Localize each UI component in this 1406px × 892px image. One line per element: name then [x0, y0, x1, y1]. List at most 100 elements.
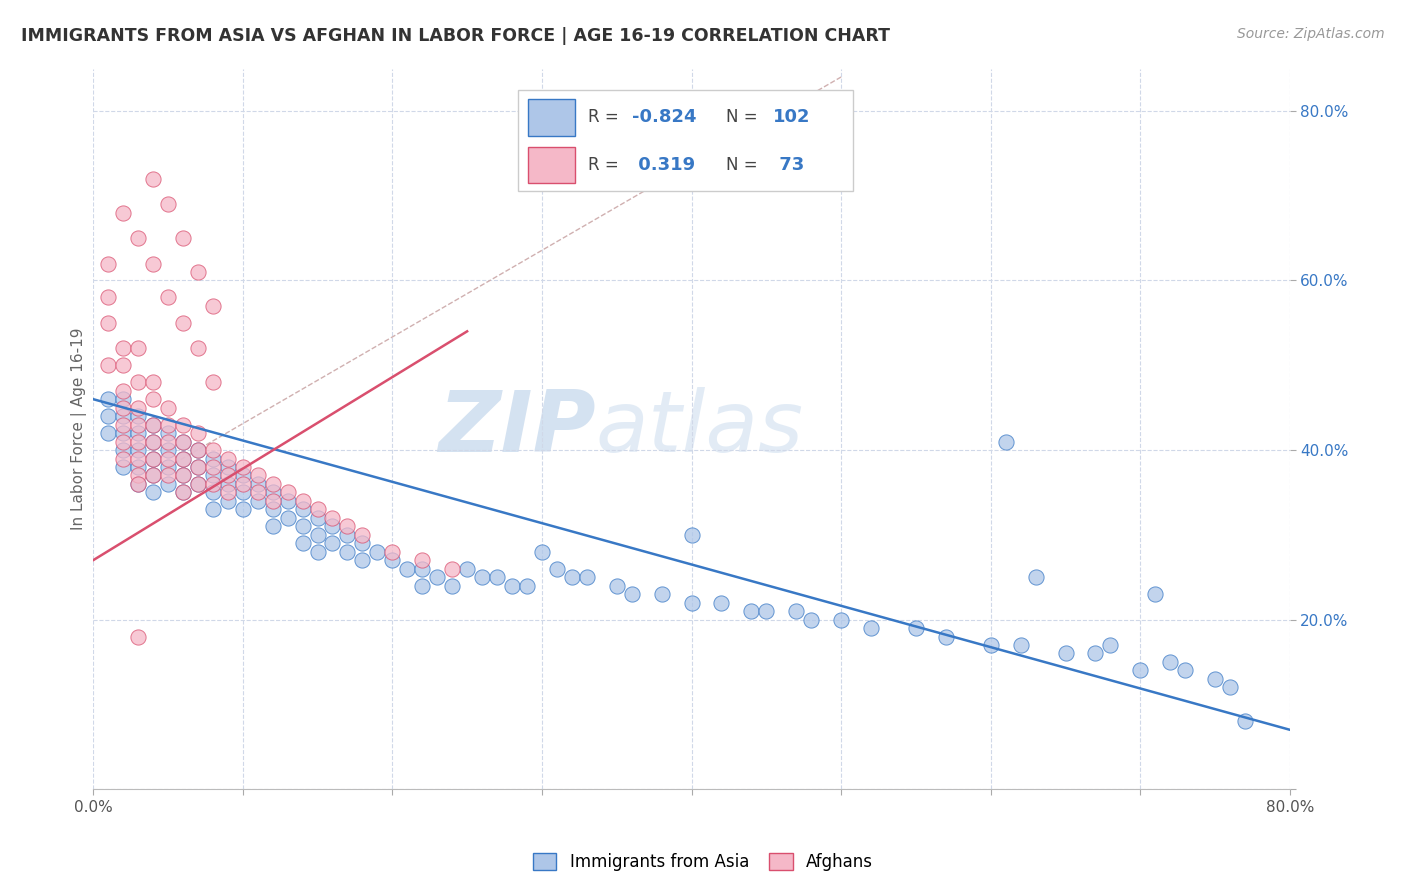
- Point: [97, 256, 120, 270]
- Point: [352, 553, 374, 567]
- Point: [426, 570, 449, 584]
- Point: [575, 570, 598, 584]
- Point: [142, 417, 165, 432]
- Point: [441, 579, 464, 593]
- Point: [172, 316, 194, 330]
- Point: [127, 409, 149, 423]
- Point: [1204, 672, 1226, 686]
- Point: [97, 290, 120, 304]
- Point: [127, 417, 149, 432]
- Point: [142, 468, 165, 483]
- Point: [307, 511, 329, 525]
- Point: [112, 409, 135, 423]
- Point: [291, 494, 314, 508]
- Point: [291, 502, 314, 516]
- Point: [352, 536, 374, 550]
- Point: [156, 477, 179, 491]
- Point: [127, 468, 149, 483]
- Point: [201, 468, 224, 483]
- Point: [530, 545, 553, 559]
- Point: [187, 443, 209, 458]
- Point: [112, 434, 135, 449]
- Point: [755, 604, 778, 618]
- Point: [127, 231, 149, 245]
- Point: [142, 434, 165, 449]
- Point: [172, 434, 194, 449]
- Point: [321, 511, 343, 525]
- Point: [277, 485, 299, 500]
- Point: [172, 485, 194, 500]
- Point: [1219, 681, 1241, 695]
- Point: [172, 451, 194, 466]
- Point: [217, 485, 239, 500]
- Point: [112, 205, 135, 219]
- Point: [1129, 664, 1152, 678]
- Point: [785, 604, 807, 618]
- Point: [651, 587, 673, 601]
- Point: [411, 562, 433, 576]
- Point: [172, 468, 194, 483]
- Point: [606, 579, 628, 593]
- Point: [1025, 570, 1047, 584]
- Point: [546, 562, 568, 576]
- Point: [187, 477, 209, 491]
- Point: [516, 579, 538, 593]
- Point: [277, 511, 299, 525]
- Point: [262, 494, 284, 508]
- Point: [994, 434, 1017, 449]
- Point: [262, 485, 284, 500]
- Point: [97, 358, 120, 372]
- Point: [156, 197, 179, 211]
- Point: [142, 485, 165, 500]
- Point: [232, 485, 254, 500]
- Point: [262, 519, 284, 533]
- Point: [187, 443, 209, 458]
- Point: [501, 579, 523, 593]
- Point: [156, 401, 179, 415]
- Point: [112, 384, 135, 398]
- Text: IMMIGRANTS FROM ASIA VS AFGHAN IN LABOR FORCE | AGE 16-19 CORRELATION CHART: IMMIGRANTS FROM ASIA VS AFGHAN IN LABOR …: [21, 27, 890, 45]
- Point: [172, 485, 194, 500]
- Point: [127, 426, 149, 441]
- Point: [97, 392, 120, 406]
- Point: [291, 519, 314, 533]
- Point: [486, 570, 509, 584]
- Point: [232, 477, 254, 491]
- Point: [352, 528, 374, 542]
- Point: [336, 545, 359, 559]
- Point: [156, 460, 179, 475]
- Point: [217, 494, 239, 508]
- Text: ZIP: ZIP: [439, 387, 596, 470]
- Point: [336, 519, 359, 533]
- Point: [307, 502, 329, 516]
- Point: [142, 375, 165, 389]
- Point: [127, 460, 149, 475]
- Point: [112, 358, 135, 372]
- Point: [187, 265, 209, 279]
- Point: [232, 502, 254, 516]
- Point: [291, 536, 314, 550]
- Point: [187, 426, 209, 441]
- Point: [142, 392, 165, 406]
- Point: [800, 613, 823, 627]
- Point: [411, 579, 433, 593]
- Point: [172, 451, 194, 466]
- Point: [142, 434, 165, 449]
- Point: [172, 434, 194, 449]
- Point: [142, 417, 165, 432]
- Point: [1084, 647, 1107, 661]
- Point: [1010, 638, 1032, 652]
- Point: [411, 553, 433, 567]
- Point: [142, 468, 165, 483]
- Point: [97, 409, 120, 423]
- Point: [156, 468, 179, 483]
- Point: [456, 562, 478, 576]
- Point: [904, 621, 927, 635]
- Point: [262, 477, 284, 491]
- Point: [127, 375, 149, 389]
- Point: [710, 596, 733, 610]
- Point: [277, 494, 299, 508]
- Point: [262, 502, 284, 516]
- Point: [1099, 638, 1122, 652]
- Point: [321, 536, 343, 550]
